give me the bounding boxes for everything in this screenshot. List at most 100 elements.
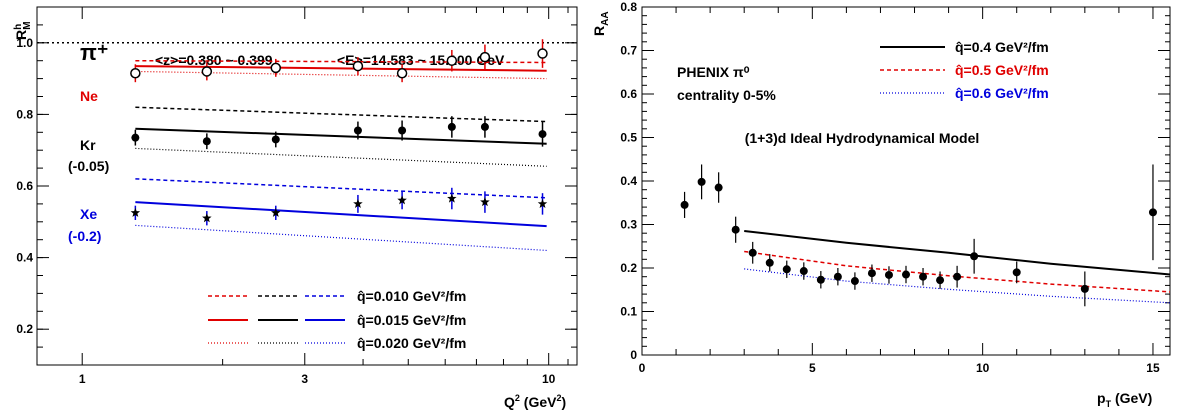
data-point-kr [398, 126, 407, 135]
left-panel: RhM Q2 (GeV2) π⁺ <z>=0.380 ~ 0.399 <E>=1… [13, 6, 578, 410]
right-chart-title: (1+3)d Ideal Hydrodynamical Model [745, 130, 980, 146]
particle-label: π⁺ [80, 40, 108, 65]
left-legend: q̂=0.010 GeV²/fm q̂=0.015 GeV²/fm q̂=0.0… [208, 288, 466, 351]
data-point-xe [537, 198, 548, 208]
data-point-ne [352, 60, 364, 72]
right-y-tick-label: 0.2 [620, 261, 637, 275]
data-point-kr [353, 126, 362, 135]
right-y-axis-label: RAA [591, 11, 611, 36]
phenix-data-point [748, 248, 757, 257]
data-point-xe [130, 207, 141, 217]
phenix-data-point [953, 272, 962, 281]
phenix-data-point [1080, 284, 1089, 293]
phenix-data-point [782, 265, 791, 274]
phenix-data-point [799, 267, 808, 276]
data-point-ne [537, 48, 548, 59]
theory-curve-xe-0.015 [135, 201, 547, 228]
right-plot-frame [641, 6, 1171, 356]
phenix-data-point [936, 276, 945, 285]
left-y-tick-label: 0.6 [16, 179, 33, 193]
left-x-tick-label: 3 [301, 372, 308, 386]
data-point-xe [397, 195, 407, 205]
right-x-axis-label: pT (GeV) [1097, 390, 1152, 409]
data-point-ne [130, 67, 141, 79]
phenix-data-point [902, 270, 910, 279]
left-x-axis-label: Q2 (GeV2) [504, 393, 566, 410]
data-point-kr [271, 135, 280, 144]
phenix-data-point [970, 252, 979, 261]
phenix-data-point [765, 258, 774, 267]
z-range-label: <z>=0.380 ~ 0.399 [155, 52, 273, 68]
right-y-tick-label: 0.1 [620, 305, 637, 319]
left-y-tick-label: 0.4 [16, 251, 33, 265]
phenix-data-point [731, 225, 740, 234]
xe-shift-label: (-0.2) [68, 228, 101, 244]
kr-label: Kr [80, 137, 96, 153]
phenix-data-point [867, 269, 876, 278]
centrality-label: centrality 0-5% [677, 87, 776, 103]
ne-label: Ne [80, 88, 98, 104]
theory-curve-xe-0.020 [135, 224, 547, 252]
e-range-label: <E>=14.583 ~ 15.100 GeV [337, 52, 505, 68]
data-point-ne [396, 67, 408, 79]
phenix-data-point [714, 183, 723, 192]
phenix-data-point [1148, 208, 1157, 217]
left-y-axis-label: RhM [13, 21, 33, 40]
model-curve-1 [744, 230, 1171, 276]
right-y-tick-label: 0.7 [620, 44, 637, 58]
data-point-ne [446, 55, 458, 66]
phenix-data-point [884, 270, 893, 279]
right-x-tick-label: 0 [639, 361, 646, 375]
right-x-tick-label: 10 [976, 361, 990, 375]
theory-curve-xe-0.010 [135, 178, 547, 199]
data-point-xe [353, 198, 363, 208]
theory-curve-ne-0.015 [135, 65, 547, 72]
theory-curve-kr-0.020 [135, 147, 547, 167]
data-point-xe [202, 213, 212, 223]
right-x-tick-label: 5 [809, 361, 816, 375]
kr-shift-label: (-0.05) [68, 158, 109, 174]
left-y-tick-label: 0.2 [16, 322, 33, 336]
data-point-xe [447, 193, 457, 203]
data-point-ne [479, 51, 491, 63]
data-point-kr [538, 130, 547, 139]
data-point-kr [202, 137, 211, 146]
right-y-tick-label: 0 [630, 348, 637, 362]
phenix-data-point [850, 277, 859, 286]
phenix-data-point [919, 272, 928, 281]
legend-label-010: q̂=0.010 GeV²/fm [357, 288, 466, 304]
model-curve-2 [744, 250, 1171, 293]
theory-curve-ne-0.020 [135, 70, 547, 80]
data-point-kr [131, 133, 140, 142]
right-y-tick-label: 0.8 [620, 0, 637, 14]
phenix-data-point [680, 200, 689, 209]
experiment-label: PHENIX π⁰ [677, 64, 750, 80]
right-y-tick-label: 0.4 [620, 174, 637, 188]
data-point-ne [201, 66, 213, 77]
left-x-tick-label: 10 [542, 372, 556, 386]
theory-curve-kr-0.015 [135, 127, 547, 145]
data-point-xe [480, 197, 490, 207]
left-y-tick-label: 1.0 [16, 36, 33, 50]
data-point-xe [271, 207, 281, 217]
right-panel: RAA pT (GeV) PHENIX π⁰ centrality 0-5% (… [591, 0, 1171, 409]
legend-label-q05: q̂=0.5 GeV²/fm [955, 62, 1049, 78]
right-x-tick-label: 15 [1146, 361, 1160, 375]
legend-label-q04: q̂=0.4 GeV²/fm [955, 39, 1049, 55]
theory-curve-kr-0.010 [135, 106, 547, 123]
left-x-tick-label: 1 [79, 372, 86, 386]
theory-curve-ne-0.010 [135, 59, 547, 64]
legend-label-q06: q̂=0.6 GeV²/fm [955, 85, 1049, 101]
data-point-kr [480, 122, 489, 131]
legend-label-015: q̂=0.015 GeV²/fm [357, 312, 466, 328]
right-y-tick-label: 0.5 [620, 131, 637, 145]
right-legend: q̂=0.4 GeV²/fm q̂=0.5 GeV²/fm q̂=0.6 GeV… [880, 39, 1049, 101]
legend-label-020: q̂=0.020 GeV²/fm [357, 335, 466, 351]
left-y-tick-label: 0.8 [16, 107, 33, 121]
right-y-tick-label: 0.6 [620, 87, 637, 101]
phenix-data-point [697, 177, 706, 186]
phenix-data-point [1012, 268, 1021, 277]
data-point-ne [270, 62, 282, 74]
data-point-kr [447, 122, 456, 131]
